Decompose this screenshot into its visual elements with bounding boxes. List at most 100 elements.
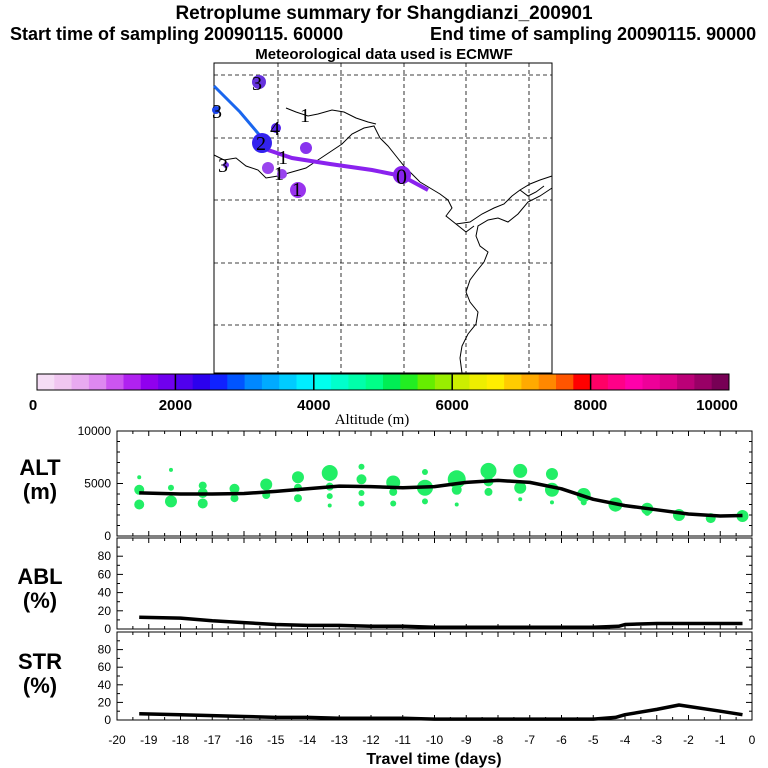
- colorbar-tick-label: 2000: [159, 397, 192, 414]
- cluster-label: 0: [396, 164, 407, 189]
- colorbar-cell: [538, 374, 557, 390]
- map-frame: [213, 62, 553, 374]
- y-tick-label: 0: [104, 622, 111, 636]
- altitude-dot: [198, 481, 207, 490]
- cluster-label: 1: [292, 179, 302, 201]
- abl-ylabel-line1: ABL: [17, 564, 63, 589]
- cluster-circle: [262, 162, 274, 174]
- alt-panel-ylabel: ALT (m): [0, 456, 80, 504]
- map-coastlines: [213, 107, 553, 374]
- x-axis-title: Travel time (days): [366, 751, 501, 768]
- altitude-dot: [164, 495, 177, 508]
- x-tick-label: -9: [461, 733, 472, 747]
- colorbar-cell: [486, 374, 505, 390]
- cluster-label: 2: [256, 133, 266, 155]
- altitude-colorbar: 0 2000 4000 6000 8000 10000 Altitude (m): [29, 373, 738, 428]
- altitude-dot: [451, 484, 462, 495]
- altitude-dot: [358, 500, 365, 507]
- altitude-dot: [358, 489, 365, 496]
- y-tick-label: 20: [98, 695, 112, 709]
- colorbar-cell: [504, 374, 522, 390]
- colorbar-cell: [140, 374, 159, 390]
- colorbar-cell: [158, 374, 176, 390]
- altitude-dot: [421, 498, 428, 505]
- altitude-dot: [293, 494, 302, 503]
- colorbar-cell: [54, 374, 73, 390]
- altitude-dot: [390, 500, 397, 507]
- altitude-dot: [389, 487, 398, 496]
- colorbar-cell: [348, 374, 367, 390]
- x-tick-label: -12: [362, 733, 380, 747]
- cluster-circle: [252, 75, 266, 89]
- x-tick-label: -15: [267, 733, 285, 747]
- x-tick-label: -5: [588, 733, 599, 747]
- y-tick-label: 40: [98, 586, 112, 600]
- x-tick-label: -19: [140, 733, 158, 747]
- cluster-circle: [300, 142, 312, 154]
- colorbar-cell: [192, 374, 211, 390]
- altitude-dot: [580, 499, 587, 506]
- altitude-dot: [167, 484, 174, 491]
- colorbar-cell: [521, 374, 540, 390]
- cluster-label: 4: [270, 118, 280, 140]
- colorbar-cell: [677, 374, 695, 390]
- colorbar-cell: [711, 374, 730, 390]
- y-tick-label: 0: [104, 529, 111, 543]
- colorbar-cell: [383, 374, 401, 390]
- str-ylabel-line1: STR: [18, 649, 62, 674]
- altitude-dot: [326, 493, 333, 500]
- altitude-dot: [134, 499, 145, 510]
- x-tick-label: -13: [331, 733, 349, 747]
- colorbar-cell: [452, 374, 470, 390]
- y-tick-label: 0: [104, 713, 111, 727]
- x-tick-label: -3: [651, 733, 662, 747]
- cluster-label: 3: [212, 101, 222, 123]
- abl-frame: [116, 537, 753, 630]
- str-ylabel-line2: (%): [22, 673, 58, 698]
- abl-panel-ylabel: ABL (%): [0, 565, 80, 613]
- colorbar-cell: [210, 374, 228, 390]
- colorbar-cell: [227, 374, 246, 390]
- met-data-label: Meteorological data used is ECMWF: [255, 46, 513, 63]
- altitude-dot: [514, 481, 527, 494]
- altitude-dot: [197, 498, 208, 509]
- x-tick-label: 0: [749, 733, 756, 747]
- altitude-dot: [454, 502, 459, 507]
- cluster-label: 1: [274, 163, 284, 185]
- x-tick-label: -1: [715, 733, 726, 747]
- altitude-dot: [480, 462, 497, 479]
- colorbar-cell: [642, 374, 661, 390]
- colorbar-tick-label: 10000: [696, 397, 738, 414]
- colorbar-cell: [244, 374, 263, 390]
- colorbar-tick-label: 0: [29, 397, 37, 414]
- y-tick-label: 10000: [78, 424, 112, 438]
- colorbar-cell: [279, 374, 297, 390]
- trajectory-blue: [212, 84, 264, 139]
- colorbar-cell: [417, 374, 436, 390]
- x-tick-label: -18: [172, 733, 190, 747]
- alt-ylabel-line2: (m): [22, 479, 58, 504]
- x-tick-label: -7: [524, 733, 535, 747]
- altitude-dot: [327, 503, 332, 508]
- cluster-label: 3: [252, 73, 262, 95]
- abl-series-line: [139, 615, 743, 629]
- altitude-dot: [612, 505, 619, 512]
- x-tick-label: -6: [556, 733, 567, 747]
- altitude-dot: [356, 474, 367, 485]
- x-tick-label: -20: [108, 733, 126, 747]
- y-tick-label: 60: [98, 660, 112, 674]
- altitude-dot: [230, 494, 239, 503]
- colorbar-cell: [296, 374, 315, 390]
- colorbar-tick-label: 4000: [297, 397, 330, 414]
- colorbar-cell: [37, 374, 55, 390]
- y-tick-label: 40: [98, 678, 112, 692]
- colorbar-cell: [659, 374, 678, 390]
- x-tick-label: -4: [620, 733, 631, 747]
- x-tick-label: -8: [493, 733, 504, 747]
- cluster-number-labels: 3 3 1 2 4 1 3 1 1 0: [212, 73, 407, 201]
- alt-ylabel-line1: ALT: [19, 455, 61, 480]
- altitude-dot: [137, 475, 142, 480]
- cluster-circle: [277, 169, 287, 179]
